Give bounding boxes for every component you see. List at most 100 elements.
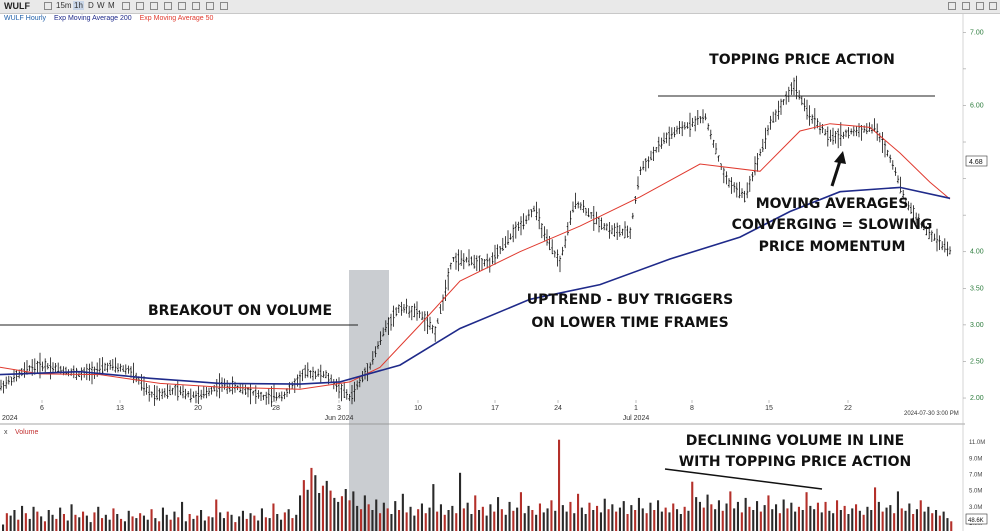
volume-bar xyxy=(931,513,934,531)
volume-bar xyxy=(66,520,69,531)
volume-bar xyxy=(443,514,446,531)
volume-bar xyxy=(196,515,199,531)
volume-bar xyxy=(904,510,907,531)
volume-bar xyxy=(516,507,519,531)
timeframe-15m[interactable]: 15m xyxy=(56,1,72,10)
volume-bar xyxy=(531,510,534,531)
volume-bar xyxy=(691,481,694,531)
screenshot-icon[interactable] xyxy=(962,2,970,10)
volume-bar xyxy=(672,503,675,531)
volume-bar xyxy=(192,518,195,531)
timeframe-m[interactable]: M xyxy=(108,1,115,10)
volume-bar xyxy=(577,493,580,531)
volume-bar xyxy=(740,512,743,531)
volume-bar xyxy=(618,507,621,531)
volume-bar xyxy=(874,487,877,531)
draw-icon[interactable] xyxy=(136,2,144,10)
volume-bar xyxy=(763,505,766,531)
volume-bar xyxy=(382,502,385,531)
timeframe-d[interactable]: D xyxy=(88,1,94,10)
volume-bar xyxy=(504,514,507,531)
volume-bar xyxy=(390,514,393,531)
volume-bar xyxy=(855,504,858,531)
share-icon[interactable] xyxy=(220,2,228,10)
volume-bar xyxy=(291,518,294,531)
volume-bar xyxy=(702,507,705,531)
volume-bar xyxy=(253,515,256,531)
volume-bar xyxy=(816,502,819,531)
volume-bar xyxy=(660,511,663,531)
volume-bar xyxy=(596,505,599,531)
snapshot-icon[interactable] xyxy=(206,2,214,10)
volume-bar xyxy=(630,505,633,531)
volume-bar xyxy=(436,511,439,531)
volume-bar xyxy=(478,510,481,531)
volume-close-icon[interactable]: x xyxy=(4,429,8,436)
volume-bar xyxy=(321,485,324,531)
volume-bar xyxy=(550,500,553,531)
volume-bar xyxy=(40,516,43,531)
menu-icon[interactable] xyxy=(989,2,997,10)
volume-bar xyxy=(542,512,545,531)
settings-icon[interactable] xyxy=(150,2,158,10)
volume-bar xyxy=(257,520,260,531)
volume-bar xyxy=(241,510,244,531)
volume-bar xyxy=(375,499,378,531)
volume-bar xyxy=(230,514,233,531)
x-tick-label: 24 xyxy=(554,405,562,412)
volume-panel-title: Volume xyxy=(15,429,38,436)
volume-bar xyxy=(260,508,263,531)
volume-bar xyxy=(299,495,302,531)
fullscreen-icon[interactable] xyxy=(976,2,984,10)
volume-bar xyxy=(893,513,896,531)
legend-ema50[interactable]: Exp Moving Average 50 xyxy=(139,15,214,22)
symbol-label[interactable]: WULF xyxy=(4,1,30,11)
alert-icon[interactable] xyxy=(192,2,200,10)
volume-tick-label: 3.0M xyxy=(969,505,982,511)
x-tick-label: 28 xyxy=(272,405,280,412)
chart-type-icon[interactable] xyxy=(44,2,52,10)
volume-bar xyxy=(28,518,31,531)
volume-bar xyxy=(215,499,218,531)
volume-bar xyxy=(832,513,835,531)
volume-bar xyxy=(733,508,736,531)
volume-bar xyxy=(238,516,241,531)
timeframe-1h[interactable]: 1h xyxy=(73,1,84,10)
volume-bar xyxy=(927,506,930,531)
volume-bar xyxy=(379,513,382,531)
volume-bar xyxy=(417,509,420,531)
volume-bar xyxy=(942,511,945,531)
volume-bar xyxy=(847,514,850,531)
volume-bar xyxy=(21,505,24,531)
volume-bar xyxy=(59,507,62,531)
legend-symbol[interactable]: WULF Hourly xyxy=(4,15,47,22)
volume-bar xyxy=(535,514,538,531)
x-axis: 6 13 20 28 3 10 17 24 1 8 15 22 Jun 2024 Jul 2024 2024 xyxy=(2,400,852,422)
timeframe-w[interactable]: W xyxy=(97,1,105,10)
x-tick-label: 17 xyxy=(491,405,499,412)
volume-bar xyxy=(184,521,187,531)
price-chart[interactable]: 2.00 2.50 3.00 3.50 4.00 6.00 7.00 6 13 20 28 3 10 1… xyxy=(0,14,1000,531)
volume-bar xyxy=(173,511,176,531)
layout-icon[interactable] xyxy=(178,2,186,10)
volume-bar xyxy=(219,512,222,531)
volume-bar xyxy=(862,514,865,531)
indicators-icon[interactable] xyxy=(122,2,130,10)
volume-bar xyxy=(306,489,309,531)
legend-ema200[interactable]: Exp Moving Average 200 xyxy=(53,15,132,22)
volume-bar xyxy=(424,513,427,531)
volume-bar xyxy=(912,514,915,531)
volume-bar xyxy=(287,509,290,531)
gear-icon[interactable] xyxy=(948,2,956,10)
volume-bar xyxy=(767,495,770,531)
volume-bar xyxy=(207,516,210,531)
volume-bar xyxy=(714,509,717,531)
volume-bar xyxy=(459,472,462,531)
volume-bar xyxy=(512,510,515,531)
volume-bar xyxy=(820,512,823,531)
compare-icon[interactable] xyxy=(164,2,172,10)
y-tick-label: 2.50 xyxy=(970,358,984,365)
volume-bar xyxy=(352,491,355,531)
volume-bar xyxy=(154,518,157,531)
volume-bar xyxy=(657,500,660,531)
